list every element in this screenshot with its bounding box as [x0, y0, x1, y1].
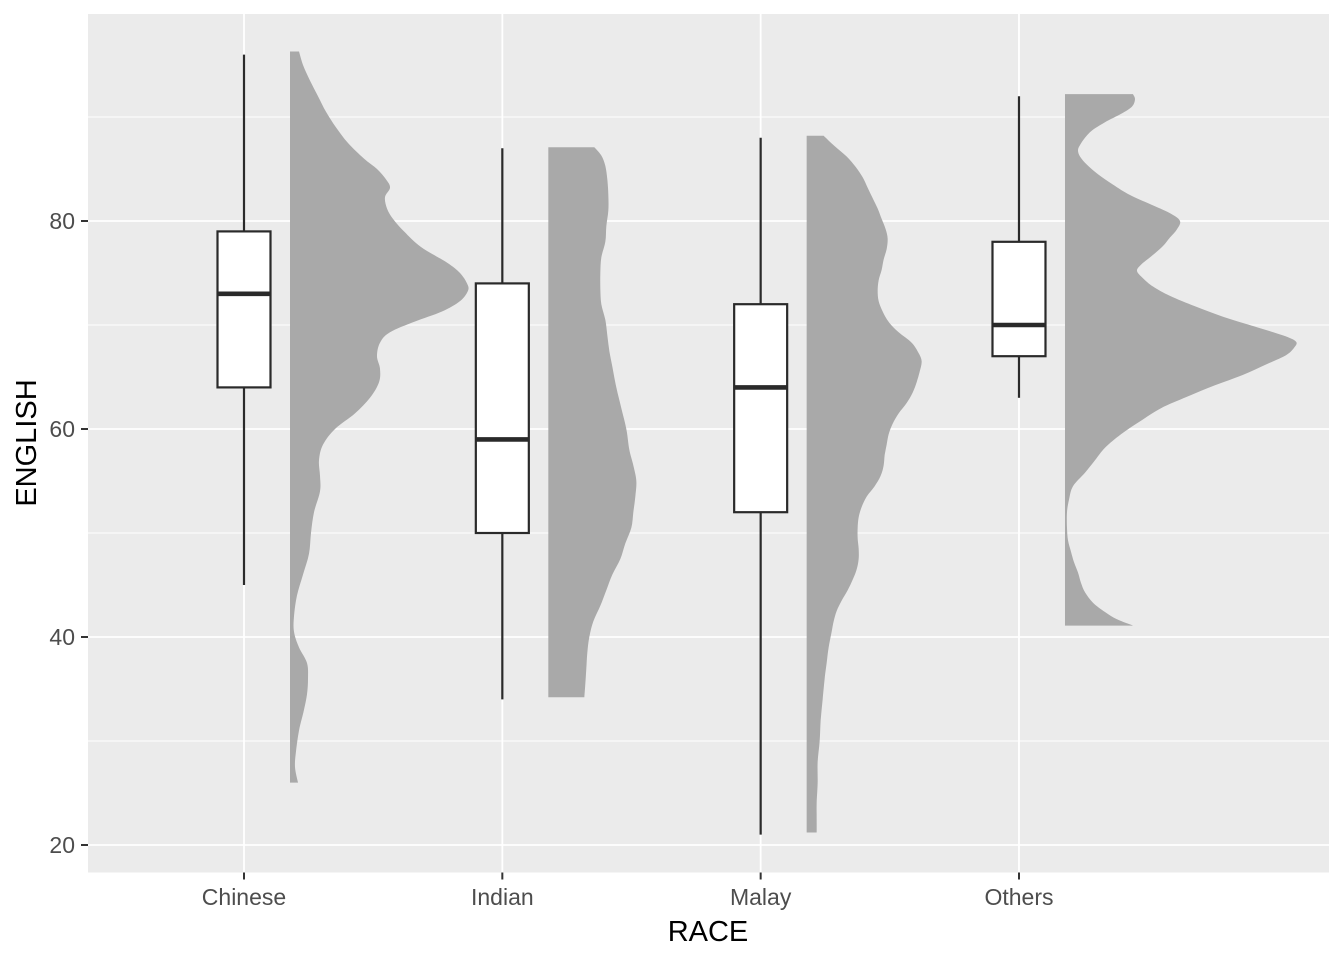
y-tick-label: 60: [49, 416, 75, 442]
y-tick-label: 40: [49, 624, 75, 650]
density-shape-indian: [548, 147, 637, 698]
density-shape-others: [1064, 94, 1297, 626]
x-category-label: Indian: [471, 884, 534, 910]
boxplot-chinese: [216, 54, 272, 585]
x-category-label: Malay: [730, 884, 792, 910]
box-iqr: [733, 303, 789, 514]
boxplot-indian: [474, 148, 530, 700]
density-shape-chinese: [290, 51, 469, 783]
box-iqr: [474, 282, 530, 535]
boxplot-others: [991, 96, 1047, 398]
y-tick-label: 80: [49, 208, 75, 234]
boxplot-malay: [733, 137, 789, 835]
x-category-label: Chinese: [202, 884, 286, 910]
x-category-label: Others: [984, 884, 1053, 910]
box-iqr: [991, 240, 1047, 358]
x-axis-title: RACE: [668, 916, 749, 948]
box-iqr: [216, 230, 272, 389]
density-shape-malay: [806, 135, 922, 833]
y-axis-title: ENGLISH: [11, 379, 43, 506]
y-tick-label: 20: [49, 832, 75, 858]
